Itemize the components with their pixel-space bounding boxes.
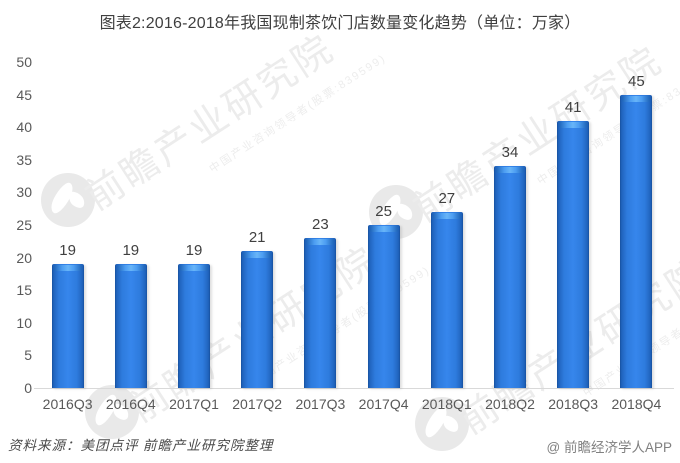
bar [178, 264, 210, 388]
watermark-subtext: 中国产业咨询领导者(股票:839599) [207, 52, 389, 176]
bar [51, 264, 84, 388]
bar-value-label: 19 [185, 242, 203, 260]
x-axis-line [34, 388, 674, 389]
y-axis-tick-label: 25 [16, 217, 32, 233]
watermark-logo-icon [85, 385, 139, 439]
bar-value-label: 23 [312, 216, 329, 234]
bar [304, 238, 337, 388]
bar-value-label: 19 [59, 242, 76, 260]
chart-title: 图表2:2016-2018年我国现制茶饮门店数量变化趋势（单位：万家） [99, 15, 581, 32]
y-axis-tick-label: 15 [16, 282, 32, 299]
bar [494, 166, 526, 388]
y-axis-tick-label: 45 [16, 86, 32, 103]
bar-value-label: 19 [122, 242, 140, 260]
bar [241, 251, 274, 388]
x-axis-tick-label: 2017Q3 [295, 396, 346, 412]
x-axis-tick-label: 2017Q4 [358, 396, 409, 412]
y-axis-tick-label: 30 [16, 184, 32, 201]
x-axis-tick-label: 2018Q3 [548, 396, 599, 412]
credit-note: @ 前瞻经济学人APP [546, 440, 672, 455]
y-axis-tick-label: 0 [24, 380, 32, 396]
y-axis-tick-label: 20 [16, 249, 32, 266]
x-axis-tick-label: 2017Q1 [169, 396, 219, 412]
bar-value-label: 41 [564, 98, 582, 116]
bar [557, 120, 590, 388]
x-axis-tick-label: 2016Q4 [105, 396, 156, 412]
bar-value-label: 34 [501, 144, 519, 162]
y-axis-tick-label: 50 [16, 54, 32, 70]
y-axis-tick-label: 35 [16, 151, 32, 168]
watermark-logo-icon [41, 173, 95, 227]
bar-value-label: 25 [375, 203, 392, 220]
y-axis-tick-label: 10 [16, 314, 32, 331]
x-axis-tick-label: 2018Q1 [421, 396, 472, 412]
y-axis-tick-label: 40 [16, 119, 32, 136]
bar [620, 94, 653, 388]
x-axis-tick-label: 2018Q4 [611, 396, 662, 412]
source-note: 资料来源：美团点评 前瞻产业研究院整理 [8, 438, 274, 453]
x-axis-tick-label: 2016Q3 [42, 396, 93, 412]
bar [367, 225, 400, 388]
watermark-subtext: 中国产业咨询领导者(股票:839599) [251, 264, 433, 388]
watermark-text: 前瞻产业研究院 [78, 27, 343, 219]
y-axis-tick-label: 5 [24, 347, 32, 364]
bar-value-label: 21 [248, 229, 266, 247]
bar-value-label: 45 [628, 72, 645, 90]
x-axis-tick-label: 2018Q2 [485, 396, 535, 412]
bar-value-label: 27 [438, 189, 456, 207]
bar [430, 211, 463, 388]
watermark-text-block: 前瞻产业研究院中国产业咨询领导者(股票:839599) [72, 0, 389, 241]
bar [114, 264, 147, 388]
x-axis-tick-label: 2017Q2 [232, 396, 283, 412]
